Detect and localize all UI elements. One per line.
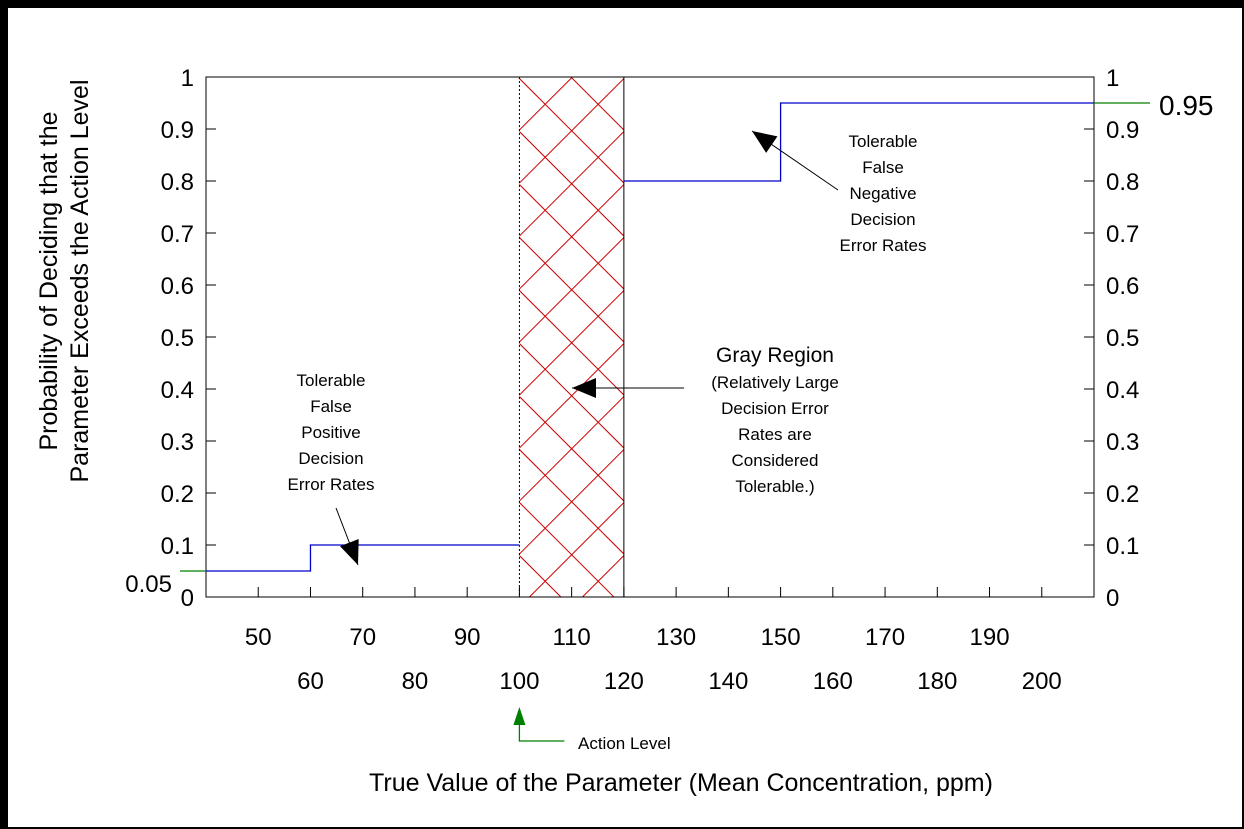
y-tick-label-right: 0.4: [1106, 377, 1139, 404]
y-tick-label-right: 0.7: [1106, 221, 1139, 248]
x-tick-label: 200: [1022, 668, 1062, 695]
x-tick-label: 120: [604, 668, 644, 695]
hatch-line: [519, 395, 624, 502]
y-tick-label-right: 0.3: [1106, 429, 1139, 456]
y-tick-label-left: 0.8: [161, 169, 194, 196]
x-tick-label: 110: [553, 624, 591, 651]
gray-region-annotation: Rates are: [738, 425, 812, 444]
false-negative-annotation: False: [862, 158, 904, 177]
x-tick-label: 160: [813, 668, 853, 695]
x-tick-label: 190: [970, 624, 1010, 651]
series-line-1: [623, 102, 1094, 182]
hatch-line: [519, 395, 624, 502]
x-tick-label: 70: [349, 624, 376, 651]
false-positive-annotation: Decision: [298, 449, 363, 468]
gray-region-annotation: Considered: [732, 451, 819, 470]
y-tick-label-right: 0.2: [1106, 481, 1139, 508]
hatch-line: [519, 342, 624, 449]
x-tick-label: 80: [402, 668, 429, 695]
y-tick-label-left: 1: [181, 65, 194, 92]
hatch-line: [519, 342, 624, 449]
left-value-label: 0.05: [125, 571, 172, 598]
y-tick-label-left: 0.5: [161, 325, 194, 352]
hatch-line: [623, 77, 624, 78]
plot-area-border: [205, 76, 1095, 598]
y-tick-label-left: 0.6: [161, 273, 194, 300]
x-tick-label: 150: [761, 624, 801, 651]
x-tick-label: 60: [297, 668, 324, 695]
hatch-line: [582, 554, 624, 597]
y-tick-label-left: 0.7: [161, 221, 194, 248]
hatch-line: [519, 501, 615, 597]
x-tick-label: 130: [656, 624, 696, 651]
hatch-line: [519, 554, 562, 597]
false-negative-annotation: Tolerable: [849, 132, 918, 151]
gray-region-annotation: (Relatively Large: [711, 373, 839, 392]
false-negative-arrow-arrowhead-icon: [752, 131, 778, 153]
action-level-label: Action Level: [578, 734, 671, 753]
x-tick-label: 170: [865, 624, 905, 651]
hatch-line: [519, 183, 624, 290]
false-positive-arrow-arrowhead-icon: [340, 539, 359, 565]
right-value-label: 0.95: [1159, 90, 1214, 121]
y-axis-title-line2: Parameter Exceeds the Action Level: [66, 79, 94, 482]
y-tick-label-left: 0.4: [161, 377, 194, 404]
x-tick-label: 90: [454, 624, 481, 651]
false-positive-annotation: Tolerable: [297, 371, 366, 390]
y-tick-label-right: 0: [1106, 585, 1119, 612]
hatch-line: [519, 183, 624, 290]
x-tick-label: 180: [917, 668, 957, 695]
y-tick-label-right: 0.6: [1106, 273, 1139, 300]
false-positive-annotation: False: [310, 397, 352, 416]
x-tick-label: 100: [499, 668, 539, 695]
y-tick-label-left: 0: [181, 585, 194, 612]
hatch-line: [519, 130, 624, 237]
hatch-line: [529, 501, 624, 597]
x-tick-label: 50: [245, 624, 272, 651]
hatch-line: [519, 289, 624, 396]
series-line-0: [206, 544, 520, 572]
false-negative-annotation: Error Rates: [840, 236, 927, 255]
y-tick-label-left: 0.1: [161, 533, 194, 560]
y-tick-label-right: 0.5: [1106, 325, 1139, 352]
y-tick-label-right: 0.1: [1106, 533, 1139, 560]
y-tick-label-right: 0.8: [1106, 169, 1139, 196]
hatch-line: [519, 130, 624, 237]
x-tick-label: 140: [708, 668, 748, 695]
false-negative-annotation: Negative: [849, 184, 916, 203]
gray-region-annotation: Decision Error: [721, 399, 829, 418]
y-axis-title-line1: Probability of Deciding that the: [35, 111, 63, 450]
false-negative-annotation: Decision: [850, 210, 915, 229]
hatch-line: [635, 77, 1155, 597]
y-tick-label-right: 1: [1106, 65, 1119, 92]
hatch-line: [519, 448, 624, 555]
gray-region-annotation: Tolerable.): [735, 477, 814, 496]
y-tick-label-left: 0.2: [161, 481, 194, 508]
hatch-line: [519, 236, 624, 343]
hatch-line: [570, 77, 624, 131]
false-positive-annotation: Error Rates: [288, 475, 375, 494]
hatch-line: [519, 77, 573, 131]
gray-region-hatch: [519, 77, 1244, 597]
hatch-line: [519, 77, 624, 184]
gray-region-title: Gray Region: [716, 344, 834, 367]
hatch-line: [730, 77, 1244, 597]
hatch-line: [519, 289, 624, 396]
hatch-line: [519, 448, 624, 555]
y-tick-label-left: 0.3: [161, 429, 194, 456]
action-level-leader: [518, 712, 565, 742]
hatch-line: [519, 236, 624, 343]
y-tick-label-left: 0.9: [161, 117, 194, 144]
false-positive-annotation: Positive: [301, 423, 361, 442]
y-tick-label-right: 0.9: [1106, 117, 1139, 144]
hatch-line: [519, 77, 624, 184]
x-axis-title: True Value of the Parameter (Mean Concen…: [369, 769, 993, 797]
gray-region-arrow-arrowhead-icon: [572, 378, 596, 398]
